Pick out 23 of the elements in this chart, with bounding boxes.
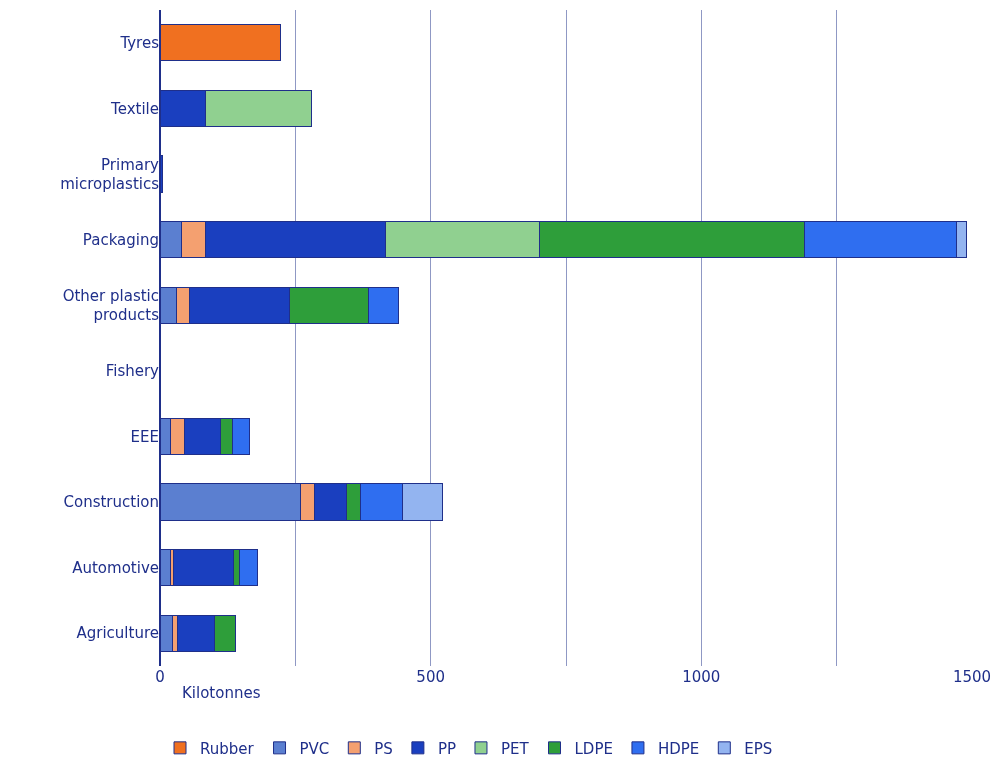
y-tick-label: Automotive — [72, 558, 159, 577]
y-tick-label: EEE — [130, 427, 159, 446]
y-tick-label: Construction — [63, 493, 159, 512]
y-tick-label: Tyres — [119, 34, 160, 53]
x-axis-title: Kilotonnes — [182, 684, 261, 702]
legend-label: HDPE — [657, 739, 700, 758]
x-tick-label: 0 — [155, 668, 165, 686]
y-tick-label: Fishery — [105, 362, 160, 381]
x-tick-label: 1500 — [952, 668, 992, 686]
legend-label: PVC — [299, 739, 330, 758]
x-tick-label: 1000 — [682, 668, 721, 686]
legend-label: PET — [500, 739, 530, 758]
y-tick-label: Packaging — [82, 230, 159, 249]
legend-label: PS — [374, 739, 393, 758]
y-tick-label: Agriculture — [76, 624, 159, 643]
y-tick-label: Textile — [110, 99, 159, 118]
legend-label: EPS — [744, 739, 773, 758]
legend-label: Rubber — [200, 739, 255, 758]
x-tick-label: 500 — [416, 668, 445, 686]
y-tick-label: Other plastic products — [62, 286, 160, 325]
legend-label: LDPE — [574, 739, 613, 758]
y-tick-label: Primary microplastics — [60, 155, 160, 193]
legend-label: PP — [437, 739, 456, 758]
